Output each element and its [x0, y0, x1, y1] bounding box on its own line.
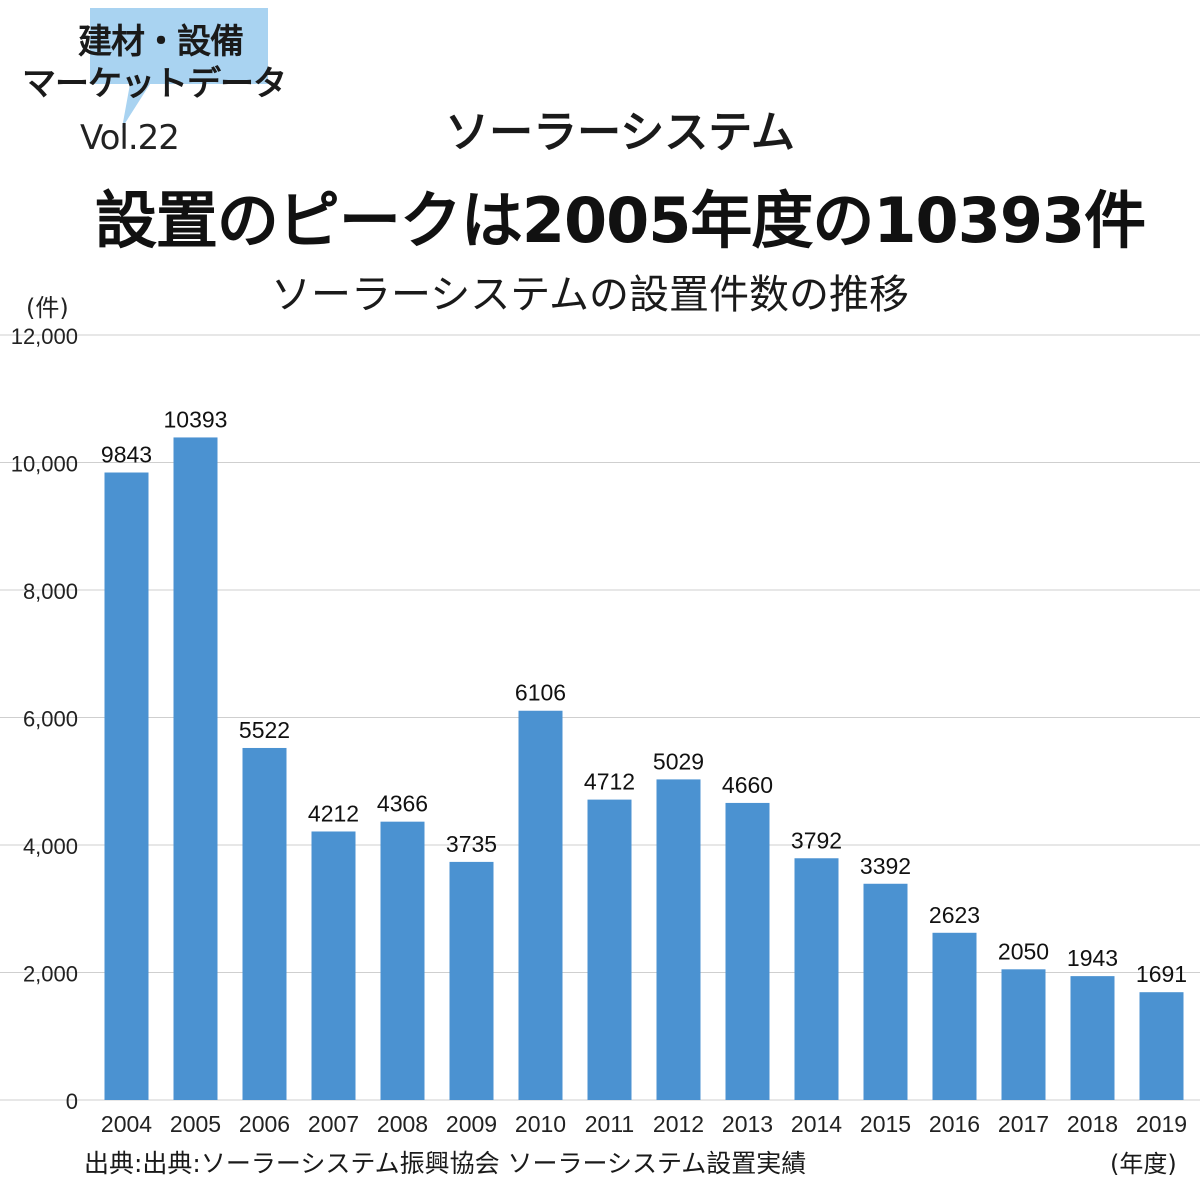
badge-line-1: 建材・設備	[78, 22, 244, 62]
x-tick-label: 2016	[929, 1111, 980, 1137]
x-tick-label: 2007	[308, 1111, 359, 1137]
x-tick-label: 2014	[791, 1111, 842, 1137]
x-tick-label: 2005	[170, 1111, 221, 1137]
x-tick-label: 2006	[239, 1111, 290, 1137]
x-tick-label: 2010	[515, 1111, 566, 1137]
x-tick-label: 2013	[722, 1111, 773, 1137]
bar	[932, 932, 977, 1100]
data-label: 4712	[584, 769, 635, 795]
bar	[863, 883, 908, 1100]
data-label: 2050	[998, 938, 1049, 964]
data-label: 3392	[860, 853, 911, 879]
y-tick-label: 12,000	[11, 324, 78, 349]
data-label: 10393	[164, 406, 228, 432]
bar	[518, 710, 563, 1100]
y-tick-label: 4,000	[23, 834, 78, 859]
x-tick-label: 2017	[998, 1111, 1049, 1137]
x-unit-label: (年度)	[1110, 1150, 1177, 1178]
data-label: 5029	[653, 748, 704, 774]
bar	[1139, 992, 1184, 1100]
x-tick-label: 2018	[1067, 1111, 1118, 1137]
subtitle: ソーラーシステム	[445, 107, 795, 158]
bar	[794, 858, 839, 1100]
x-tick-label: 2011	[585, 1111, 634, 1137]
bar	[242, 747, 287, 1100]
data-label: 3735	[446, 831, 497, 857]
bar	[449, 861, 494, 1100]
y-axis-ticks: 0 2,000 4,000 6,000 8,000 10,000 12,000	[11, 324, 78, 1114]
data-label: 5522	[239, 717, 290, 743]
data-label: 4212	[308, 800, 359, 826]
x-tick-label: 2004	[101, 1111, 152, 1137]
x-tick-label: 2015	[860, 1111, 911, 1137]
y-unit-label: (件)	[26, 294, 69, 322]
x-axis-ticks: 2004 2005 2006 2007 2008 2009 2010 2011 2012 2013…	[101, 1111, 1187, 1137]
data-labels: 9843 10393 5522 4212 4366 3735 6106 4712 5029 466…	[101, 406, 1187, 987]
volume-number: Vol.22	[80, 118, 180, 158]
y-tick-label: 6,000	[23, 707, 78, 732]
y-tick-label: 10,000	[11, 452, 78, 477]
data-label: 2623	[929, 902, 980, 928]
data-label: 4660	[722, 772, 773, 798]
bar	[725, 802, 770, 1100]
bar	[104, 472, 149, 1100]
data-label: 6106	[515, 680, 566, 706]
bar	[587, 799, 632, 1100]
bar	[311, 831, 356, 1100]
bar	[1070, 976, 1115, 1100]
headline: 設置のピークは2005年度の10393件	[94, 184, 1146, 257]
x-tick-label: 2008	[377, 1111, 428, 1137]
y-tick-label: 8,000	[23, 579, 78, 604]
badge-line-2: マーケットデータ	[22, 64, 287, 104]
source-note: 出典:出典:ソーラーシステム振興協会 ソーラーシステム設置実績	[84, 1149, 807, 1178]
series-badge: 建材・設備 マーケットデータ	[18, 6, 288, 166]
bar	[380, 821, 425, 1100]
data-label: 9843	[101, 442, 152, 468]
bar	[1001, 969, 1046, 1100]
y-tick-label: 2,000	[23, 962, 78, 987]
x-tick-label: 2019	[1136, 1111, 1187, 1137]
x-tick-label: 2009	[446, 1111, 497, 1137]
speech-bubble-icon	[90, 8, 268, 128]
bar	[173, 437, 218, 1100]
y-tick-label: 0	[66, 1089, 78, 1114]
data-label: 1691	[1136, 961, 1187, 987]
bars	[104, 437, 1184, 1100]
chart-title: ソーラーシステムの設置件数の推移	[271, 272, 909, 318]
x-tick-label: 2012	[653, 1111, 704, 1137]
data-label: 4366	[377, 791, 428, 817]
data-label: 1943	[1067, 945, 1118, 971]
data-label: 3792	[791, 827, 842, 853]
bar	[656, 779, 701, 1100]
